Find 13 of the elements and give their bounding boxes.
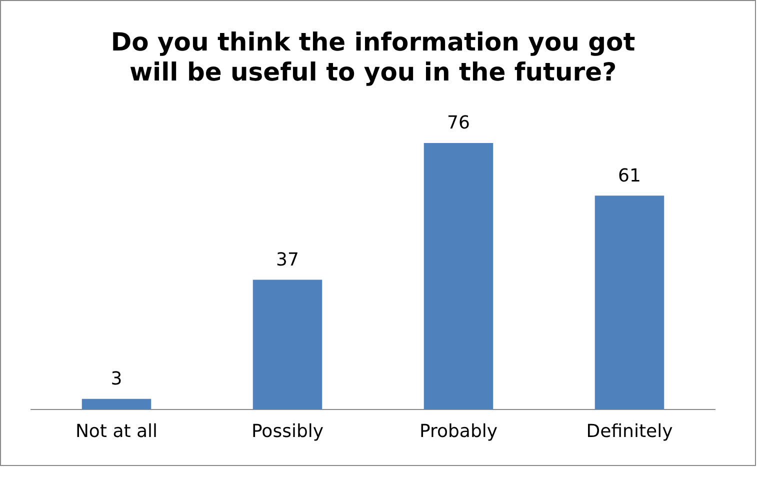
data-label: 3 <box>110 368 122 390</box>
chart-title: Do you think the information you got will be useful to you in the future? <box>110 28 636 86</box>
data-label: 61 <box>618 165 641 186</box>
bar <box>424 143 494 410</box>
x-tick-label: Probably <box>419 420 498 442</box>
x-tick-label: Definitely <box>586 420 674 442</box>
data-label: 37 <box>276 249 299 270</box>
x-tick-label: Possibly <box>251 420 324 442</box>
data-label: 76 <box>447 112 470 134</box>
bar <box>82 398 152 410</box>
bar <box>252 280 322 410</box>
bar <box>594 196 664 410</box>
x-tick-label: Not at all <box>75 420 158 442</box>
